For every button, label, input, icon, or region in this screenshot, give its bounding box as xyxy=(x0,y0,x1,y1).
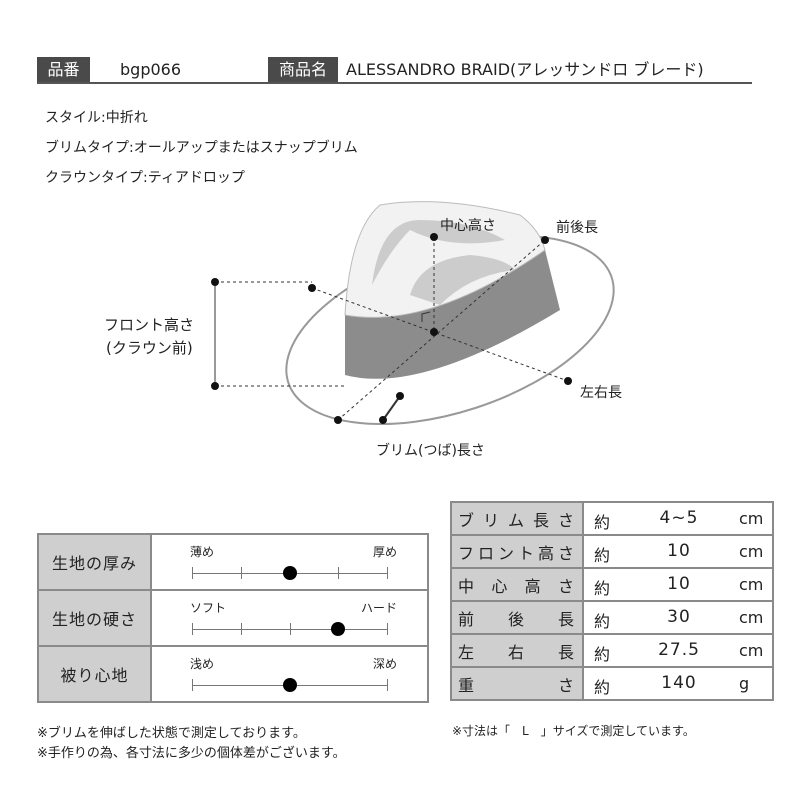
label-front-height: フロント高さ xyxy=(104,316,195,334)
size-approx: 約 xyxy=(594,579,611,598)
label-front-height-sub: (クラウン前) xyxy=(106,339,193,357)
size-value: 4~5 xyxy=(659,508,699,528)
slider-tick xyxy=(338,567,340,579)
product-code: bgp066 xyxy=(120,60,182,79)
size-value: 10 xyxy=(667,574,691,594)
scale-right-label: 深め xyxy=(372,657,397,671)
slider-tick xyxy=(240,623,242,635)
feel-label: 被り心地 xyxy=(37,645,152,703)
size-unit: cm xyxy=(739,608,764,627)
hat-illustration xyxy=(285,201,615,426)
size-approx: 約 xyxy=(594,546,611,565)
size-value: 27.5 xyxy=(658,640,700,660)
size-label: ブリム長さ xyxy=(450,501,584,536)
size-row: 前後長 約 30 cm xyxy=(450,600,774,635)
size-row: 左右長 約 27.5 cm xyxy=(450,633,774,668)
label-center-height: 中心高さ xyxy=(440,218,496,234)
label-left-right: 左右長 xyxy=(580,385,622,401)
scale-marker xyxy=(282,566,297,580)
feel-scale: ソフト ハード xyxy=(152,591,427,645)
size-value: 30 xyxy=(667,607,691,627)
size-table: ブリム長さ 約 4~5 cm フロント高さ 約 10 cm 中心高さ 約 10 cm… xyxy=(450,501,774,701)
feel-row: 生地の硬さ ソフト ハード xyxy=(37,589,429,647)
slider-tick xyxy=(240,567,242,579)
size-row: 中心高さ 約 10 cm xyxy=(450,567,774,602)
size-approx: 約 xyxy=(594,513,611,532)
scale-marker xyxy=(282,678,297,692)
label-front-back: 前後長 xyxy=(556,220,598,236)
size-row: 重さ 約 140 g xyxy=(450,666,774,701)
size-row: ブリム長さ 約 4~5 cm xyxy=(450,501,774,536)
slider-tick xyxy=(192,679,193,691)
product-name: ALESSANDRO BRAID(アレッサンドロ ブレード) xyxy=(346,60,704,79)
size-unit: cm xyxy=(739,542,764,561)
slider-tick xyxy=(387,679,388,691)
feel-row: 生地の厚み 薄め 厚め xyxy=(37,533,429,591)
scale-right-label: ハード xyxy=(360,601,397,615)
feel-label: 生地の厚み xyxy=(37,533,152,591)
label-brim: ブリム(つば)長さ xyxy=(376,443,485,459)
feel-table: 生地の厚み 薄め 厚め 生地の硬さ ソフト ハード 被り心地 浅め 深め xyxy=(37,533,429,703)
size-approx: 約 xyxy=(594,612,611,631)
scale-left-label: 浅め xyxy=(190,657,215,671)
style-attr: スタイル:中折れ xyxy=(45,110,148,126)
size-value: 140 xyxy=(661,673,697,693)
note-handmade: ※手作りの為、各寸法に多少の個体差がございます。 xyxy=(37,746,346,761)
scale-left-label: 薄め xyxy=(190,545,215,559)
slider-tick xyxy=(387,623,388,635)
name-label: 商品名 xyxy=(268,57,338,82)
header-underline xyxy=(37,82,752,84)
size-unit: g xyxy=(739,674,750,693)
scale-right-label: 厚め xyxy=(372,545,397,559)
size-approx: 約 xyxy=(594,678,611,697)
brim-type-attr: ブリムタイプ:オールアップまたはスナップブリム xyxy=(45,140,358,156)
size-unit: cm xyxy=(739,641,764,660)
size-unit: cm xyxy=(739,575,764,594)
size-unit: cm xyxy=(739,509,764,528)
slider-tick xyxy=(387,567,388,579)
size-row: フロント高さ 約 10 cm xyxy=(450,534,774,569)
slider-tick xyxy=(192,567,193,579)
size-label: 左右長 xyxy=(450,633,584,668)
size-approx: 約 xyxy=(594,645,611,664)
note-size: ※寸法は「 L 」サイズで測定しています。 xyxy=(452,724,695,738)
feel-label: 生地の硬さ xyxy=(37,589,152,647)
size-value: 10 xyxy=(667,541,691,561)
feel-scale: 薄め 厚め xyxy=(152,535,427,589)
size-label: 中心高さ xyxy=(450,567,584,602)
hat-diagram xyxy=(211,201,615,426)
slider-tick xyxy=(192,623,193,635)
size-label: 重さ xyxy=(450,666,584,701)
feel-scale: 浅め 深め xyxy=(152,647,427,701)
size-label: フロント高さ xyxy=(450,534,584,569)
scale-left-label: ソフト xyxy=(190,601,227,615)
crown-type-attr: クラウンタイプ:ティアドロップ xyxy=(45,170,245,186)
slider-tick xyxy=(289,623,291,635)
code-label: 品番 xyxy=(37,57,90,82)
feel-row: 被り心地 浅め 深め xyxy=(37,645,429,703)
note-brim: ※ブリムを伸ばした状態で測定しております。 xyxy=(37,726,306,741)
size-label: 前後長 xyxy=(450,600,584,635)
scale-marker xyxy=(331,622,346,636)
